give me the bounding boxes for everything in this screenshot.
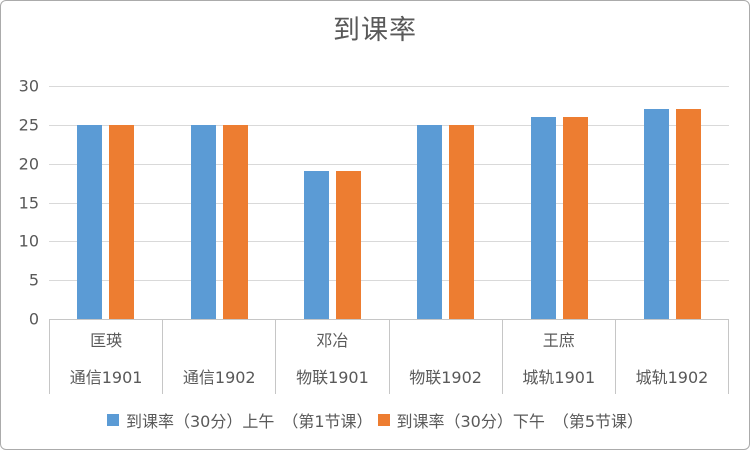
bar-series1-通信1902[interactable]	[190, 124, 216, 319]
gridline-y-10	[49, 241, 729, 243]
category-cell-通信1901: 匡瑛通信1901	[49, 320, 162, 394]
gridline-y-15	[49, 202, 729, 204]
category-teacher-label: 邓冶	[316, 330, 349, 350]
category-teacher-label: 匡瑛	[90, 330, 123, 350]
gridline-y-25	[49, 124, 729, 126]
y-tick-label-25: 25	[18, 115, 39, 135]
category-teacher-label: 王庶	[542, 330, 575, 350]
legend-label: 到课率（30分）上午 （第1节课）	[125, 412, 373, 431]
legend-swatch-icon	[377, 414, 390, 426]
category-teacher-label	[390, 320, 502, 357]
category-class-label: 通信1901	[69, 367, 143, 387]
y-tick-label-0: 0	[28, 309, 39, 329]
bar-series2-城轨1902[interactable]	[675, 109, 701, 319]
bar-series2-城轨1901[interactable]	[562, 117, 588, 319]
bar-series1-城轨1901[interactable]	[530, 117, 556, 319]
y-axis: 0 5 10 15 20 25 30	[1, 77, 41, 329]
bar-series2-物联1901[interactable]	[335, 171, 361, 319]
category-teacher-label	[616, 320, 728, 357]
x-axis-category-table: 匡瑛 通信1901 通信1902 邓冶 物联1901 物联1902 王庶 城轨1901 城轨19…	[49, 319, 729, 394]
plot-area	[49, 86, 729, 319]
y-tick-label-20: 20	[18, 154, 39, 174]
legend-swatch-icon	[106, 414, 119, 426]
y-tick-label-15: 15	[18, 193, 39, 212]
y-tick-label-10: 10	[18, 231, 39, 251]
bar-series2-通信1902[interactable]	[222, 124, 248, 319]
legend-item-series1[interactable]: 到课率（30分）上午 （第1节课）	[106, 408, 373, 432]
category-cell-物联1902: 物联1902	[388, 320, 502, 394]
bar-series1-物联1902[interactable]	[417, 124, 443, 319]
category-class-label: 城轨1902	[635, 367, 709, 387]
bar-series1-物联1901[interactable]	[303, 171, 329, 319]
category-class-label: 通信1902	[182, 367, 256, 387]
chart-title: 到课率	[333, 15, 417, 46]
y-tick-label-5: 5	[28, 270, 39, 290]
gridline-y-20	[49, 163, 729, 165]
bar-series1-城轨1902[interactable]	[643, 109, 669, 319]
bar-series1-通信1901[interactable]	[77, 124, 103, 319]
category-cell-城轨1902: 城轨1902	[614, 320, 728, 394]
legend-label: 到课率（30分）下午 （第5节课）	[396, 412, 644, 431]
category-teacher-label	[163, 320, 275, 357]
bar-series2-物联1902[interactable]	[449, 124, 475, 319]
legend-item-series2[interactable]: 到课率（30分）下午 （第5节课）	[377, 408, 644, 432]
legend: 到课率（30分）上午 （第1节课） 到课率（30分）下午 （第5节课）	[1, 408, 749, 432]
bar-series2-通信1901[interactable]	[109, 124, 135, 319]
category-cell-物联1901: 邓冶物联1901	[275, 320, 388, 394]
category-class-label: 城轨1901	[522, 367, 596, 387]
category-cell-通信1902: 通信1902	[162, 320, 275, 394]
category-class-label: 物联1902	[409, 367, 482, 387]
category-cell-城轨1901: 王庶城轨1901	[501, 320, 615, 394]
category-class-label: 物联1901	[296, 367, 369, 387]
y-tick-label-30: 30	[18, 76, 39, 96]
gridline-y-30	[49, 86, 729, 87]
gridline-y-5	[49, 280, 729, 282]
